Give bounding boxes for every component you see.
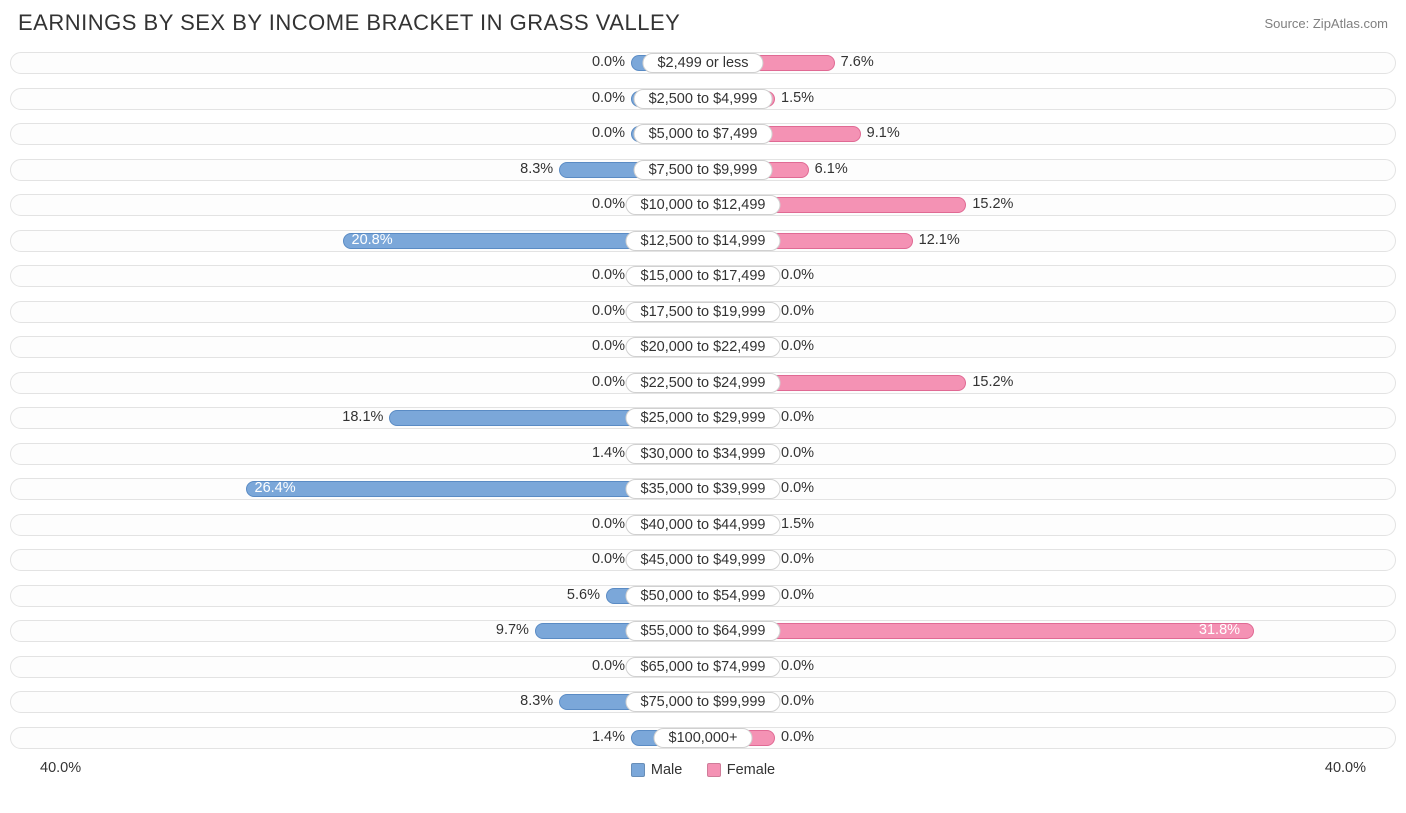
chart-row: $75,000 to $99,999 8.3% 0.0% <box>10 685 1396 719</box>
pct-female: 1.5% <box>781 90 814 106</box>
chart-row: $30,000 to $34,9991.4% 0.0% <box>10 437 1396 471</box>
pct-female: 0.0% <box>781 303 814 319</box>
bar-female <box>703 623 1254 639</box>
chart-row: $17,500 to $19,9990.0% 0.0% <box>10 295 1396 329</box>
bracket-label: $7,500 to $9,999 <box>634 160 773 180</box>
bracket-label: $50,000 to $54,999 <box>626 586 781 606</box>
chart-row: $20,000 to $22,4990.0% 0.0% <box>10 330 1396 364</box>
pct-female: 0.0% <box>781 338 814 354</box>
axis-max-right: 40.0% <box>1325 760 1366 776</box>
pct-male: 0.0% <box>592 658 625 674</box>
legend-swatch-female <box>707 763 721 777</box>
chart-row: $2,500 to $4,999 0.0% 1.5% <box>10 82 1396 116</box>
bracket-label: $55,000 to $64,999 <box>626 621 781 641</box>
pct-male: 0.0% <box>592 90 625 106</box>
pct-male: 0.0% <box>592 196 625 212</box>
chart-row: $55,000 to $64,999 9.7% 31.8% <box>10 614 1396 648</box>
pct-female: 7.6% <box>841 54 874 70</box>
chart-row: $12,500 to $14,999 20.8% 12.1% <box>10 224 1396 258</box>
bracket-label: $5,000 to $7,499 <box>634 124 773 144</box>
bracket-label: $65,000 to $74,999 <box>626 657 781 677</box>
pct-female: 6.1% <box>815 161 848 177</box>
pct-male: 0.0% <box>592 303 625 319</box>
bracket-label: $45,000 to $49,999 <box>626 550 781 570</box>
legend-swatch-male <box>631 763 645 777</box>
pct-female: 1.5% <box>781 516 814 532</box>
pct-female: 12.1% <box>919 232 960 248</box>
bracket-label: $20,000 to $22,499 <box>626 337 781 357</box>
bracket-label: $17,500 to $19,999 <box>626 302 781 322</box>
legend-male: Male <box>631 762 682 778</box>
pct-male: 0.0% <box>592 125 625 141</box>
pct-male: 18.1% <box>342 409 383 425</box>
pct-female: 0.0% <box>781 409 814 425</box>
chart-row: $15,000 to $17,4990.0% 0.0% <box>10 259 1396 293</box>
bracket-label: $100,000+ <box>654 728 753 748</box>
pct-female: 15.2% <box>972 196 1013 212</box>
pct-male: 0.0% <box>592 54 625 70</box>
pct-male: 26.4% <box>255 480 296 496</box>
pct-female: 0.0% <box>781 658 814 674</box>
chart-row: $35,000 to $39,999 26.4% 0.0% <box>10 472 1396 506</box>
pct-female: 15.2% <box>972 374 1013 390</box>
pct-male: 0.0% <box>592 516 625 532</box>
chart-row: $40,000 to $44,9990.0% 1.5% <box>10 508 1396 542</box>
legend-female: Female <box>707 762 775 778</box>
pct-male: 0.0% <box>592 374 625 390</box>
pct-female: 0.0% <box>781 551 814 567</box>
pct-female: 0.0% <box>781 480 814 496</box>
pct-male: 8.3% <box>520 693 553 709</box>
bracket-label: $2,500 to $4,999 <box>634 89 773 109</box>
chart-footer: 40.0% 40.0% Male Female <box>0 760 1406 782</box>
bracket-label: $2,499 or less <box>642 53 763 73</box>
diverging-bar-chart: $2,499 or less 0.0% 7.6% $2,500 to $4,999 0.… <box>0 42 1406 754</box>
axis-max-left: 40.0% <box>40 760 81 776</box>
bracket-label: $15,000 to $17,499 <box>626 266 781 286</box>
pct-male: 5.6% <box>567 587 600 603</box>
pct-male: 8.3% <box>520 161 553 177</box>
chart-row: $10,000 to $12,4990.0% 15.2% <box>10 188 1396 222</box>
legend: Male Female <box>10 760 1396 782</box>
pct-female: 0.0% <box>781 445 814 461</box>
bracket-label: $25,000 to $29,999 <box>626 408 781 428</box>
pct-male: 20.8% <box>352 232 393 248</box>
bracket-label: $30,000 to $34,999 <box>626 444 781 464</box>
chart-row: $25,000 to $29,999 18.1% 0.0% <box>10 401 1396 435</box>
pct-male: 0.0% <box>592 338 625 354</box>
pct-female: 0.0% <box>781 267 814 283</box>
pct-female: 9.1% <box>867 125 900 141</box>
bracket-label: $75,000 to $99,999 <box>626 692 781 712</box>
bracket-label: $10,000 to $12,499 <box>626 195 781 215</box>
chart-row: $65,000 to $74,9990.0% 0.0% <box>10 650 1396 684</box>
pct-male: 1.4% <box>592 729 625 745</box>
bracket-label: $12,500 to $14,999 <box>626 231 781 251</box>
bracket-label: $40,000 to $44,999 <box>626 515 781 535</box>
pct-female: 0.0% <box>781 587 814 603</box>
pct-female: 0.0% <box>781 693 814 709</box>
chart-row: $2,499 or less 0.0% 7.6% <box>10 46 1396 80</box>
bracket-label: $22,500 to $24,999 <box>626 373 781 393</box>
chart-source: Source: ZipAtlas.com <box>1264 16 1388 31</box>
legend-label-female: Female <box>727 762 775 778</box>
chart-header: EARNINGS BY SEX BY INCOME BRACKET IN GRA… <box>0 0 1406 42</box>
pct-male: 0.0% <box>592 267 625 283</box>
pct-male: 9.7% <box>496 622 529 638</box>
pct-male: 0.0% <box>592 551 625 567</box>
chart-row: $22,500 to $24,9990.0% 15.2% <box>10 366 1396 400</box>
legend-label-male: Male <box>651 762 682 778</box>
chart-row: $7,500 to $9,999 8.3% 6.1% <box>10 153 1396 187</box>
chart-row: $50,000 to $54,999 5.6% 0.0% <box>10 579 1396 613</box>
chart-row: $45,000 to $49,9990.0% 0.0% <box>10 543 1396 577</box>
pct-female: 0.0% <box>781 729 814 745</box>
pct-female: 31.8% <box>1199 622 1240 638</box>
pct-male: 1.4% <box>592 445 625 461</box>
bracket-label: $35,000 to $39,999 <box>626 479 781 499</box>
chart-title: EARNINGS BY SEX BY INCOME BRACKET IN GRA… <box>18 10 680 36</box>
chart-row: $5,000 to $7,499 0.0% 9.1% <box>10 117 1396 151</box>
chart-row: $100,000+ 1.4% 0.0% <box>10 721 1396 755</box>
